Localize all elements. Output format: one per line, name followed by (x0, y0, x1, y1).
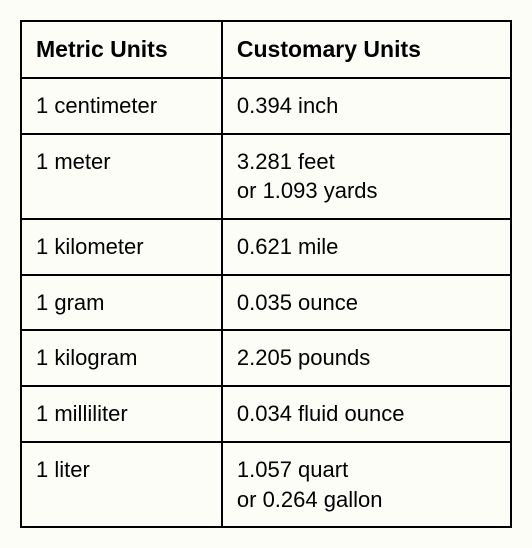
cell-customary: 1.057 quartor 0.264 gallon (222, 442, 511, 527)
table-header-row: Metric Units Customary Units (21, 21, 511, 78)
table-row: 1 liter 1.057 quartor 0.264 gallon (21, 442, 511, 527)
cell-customary: 0.034 fluid ounce (222, 386, 511, 442)
table-row: 1 gram 0.035 ounce (21, 275, 511, 331)
table-row: 1 meter 3.281 feetor 1.093 yards (21, 134, 511, 219)
cell-metric: 1 gram (21, 275, 222, 331)
table-row: 1 kilometer 0.621 mile (21, 219, 511, 275)
table-row: 1 kilogram 2.205 pounds (21, 330, 511, 386)
cell-customary: 3.281 feetor 1.093 yards (222, 134, 511, 219)
cell-customary: 0.035 ounce (222, 275, 511, 331)
column-header-metric: Metric Units (21, 21, 222, 78)
cell-metric: 1 centimeter (21, 78, 222, 134)
table-row: 1 milliliter 0.034 fluid ounce (21, 386, 511, 442)
column-header-customary: Customary Units (222, 21, 511, 78)
cell-metric: 1 milliliter (21, 386, 222, 442)
cell-metric: 1 kilogram (21, 330, 222, 386)
cell-customary: 2.205 pounds (222, 330, 511, 386)
conversion-table: Metric Units Customary Units 1 centimete… (20, 20, 512, 528)
table-row: 1 centimeter 0.394 inch (21, 78, 511, 134)
cell-metric: 1 meter (21, 134, 222, 219)
cell-customary: 0.621 mile (222, 219, 511, 275)
cell-metric: 1 kilometer (21, 219, 222, 275)
cell-customary: 0.394 inch (222, 78, 511, 134)
cell-metric: 1 liter (21, 442, 222, 527)
